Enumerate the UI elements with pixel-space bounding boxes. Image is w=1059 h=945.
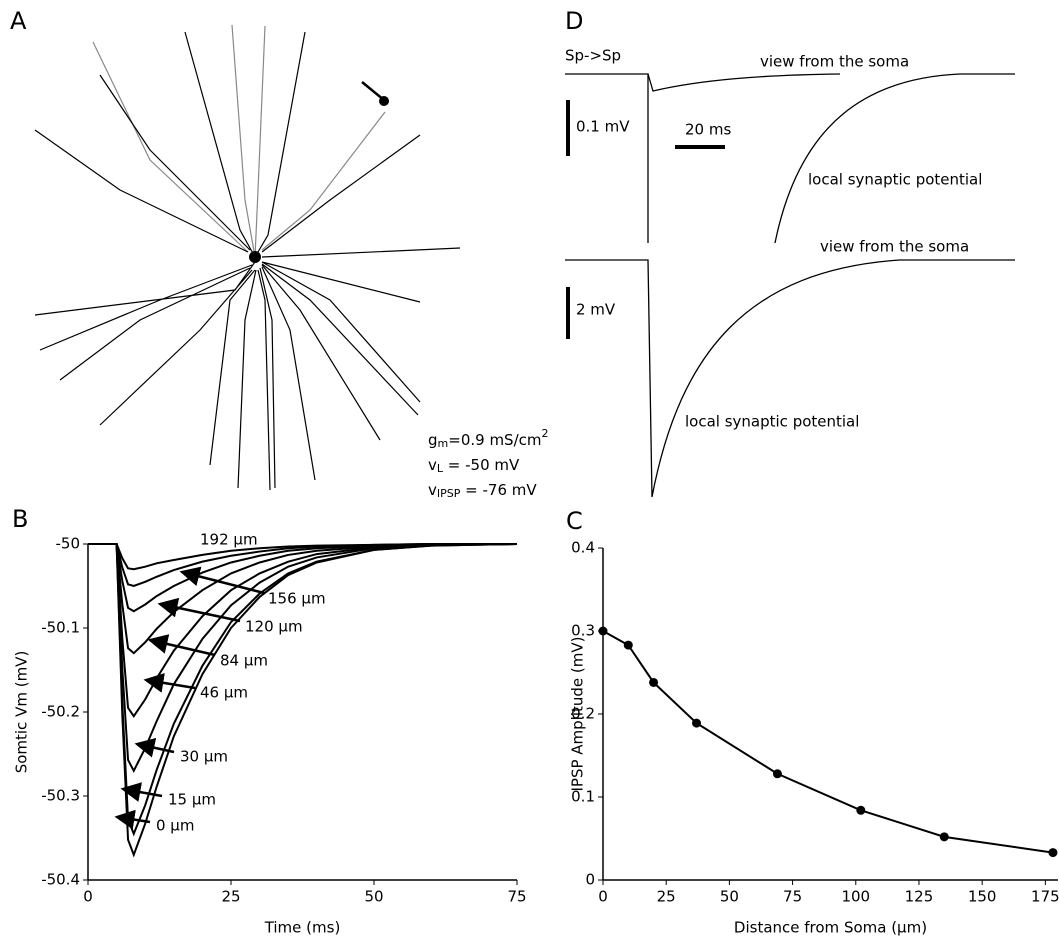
x-tick-label: 150 bbox=[968, 888, 997, 906]
scale-label: 20 ms bbox=[685, 121, 731, 139]
panel-label: D bbox=[565, 7, 583, 35]
trace-label: local synaptic potential bbox=[808, 171, 982, 189]
data-point bbox=[649, 677, 659, 687]
series-label: 120 µm bbox=[245, 618, 303, 636]
neuron-morphology bbox=[34, 24, 461, 491]
y-tick-label: 0 bbox=[585, 871, 595, 889]
x-axis-label: Distance from Soma (µm) bbox=[734, 919, 927, 937]
subscript: m bbox=[438, 437, 449, 450]
superscript: 2 bbox=[542, 427, 549, 440]
data-line bbox=[88, 543, 517, 571]
x-tick-label: 50 bbox=[720, 888, 739, 906]
x-tick-label: 25 bbox=[221, 888, 240, 906]
x-tick-label: 0 bbox=[83, 888, 93, 906]
x-tick-label: 100 bbox=[841, 888, 870, 906]
data-line bbox=[88, 543, 518, 718]
value: = -76 mV bbox=[460, 481, 537, 499]
y-tick-label: -50 bbox=[56, 535, 81, 553]
trace-label: local synaptic potential bbox=[685, 413, 859, 431]
data-point bbox=[598, 626, 608, 636]
value: =0.9 mS/cm bbox=[448, 431, 541, 449]
x-tick-label: 75 bbox=[783, 888, 802, 906]
x-tick-label: 125 bbox=[905, 888, 934, 906]
data-line bbox=[88, 543, 518, 773]
y-tick-label: -50.3 bbox=[41, 787, 80, 805]
annotation-arrow bbox=[147, 634, 216, 657]
data-line bbox=[88, 543, 518, 837]
y-axis-label: Somtic Vm (mV) bbox=[13, 651, 31, 774]
traces bbox=[565, 73, 1015, 498]
data-point bbox=[939, 832, 949, 842]
data-point bbox=[772, 769, 782, 779]
annotation-arrow bbox=[114, 809, 151, 830]
data-point bbox=[692, 718, 702, 728]
parameter: vL = -50 mV bbox=[428, 456, 520, 476]
panel-label: C bbox=[566, 507, 583, 535]
data-line bbox=[602, 630, 1054, 854]
symbol: g bbox=[428, 431, 438, 449]
series-label: 156 µm bbox=[268, 590, 326, 608]
annotation-arrow bbox=[134, 737, 175, 758]
x-tick-label: 175 bbox=[1031, 888, 1059, 906]
data-point bbox=[1048, 848, 1058, 858]
y-tick-label: 0.2 bbox=[571, 705, 595, 723]
y-tick-label: 0.3 bbox=[571, 622, 595, 640]
annotation-arrow bbox=[179, 566, 265, 595]
series-label: 0 µm bbox=[156, 817, 194, 835]
value: = -50 mV bbox=[443, 456, 520, 474]
series-label: 46 µm bbox=[200, 684, 248, 702]
series-label: 192 µm bbox=[200, 531, 258, 549]
y-axis-label: IPSP Amplitude (mV) bbox=[569, 636, 587, 791]
scale-label: 2 mV bbox=[576, 301, 616, 319]
x-tick-label: 25 bbox=[657, 888, 676, 906]
x-axis-label: Time (ms) bbox=[264, 919, 341, 937]
y-tick-label: 0.4 bbox=[571, 539, 595, 557]
parameter: gm=0.9 mS/cm2 bbox=[428, 427, 549, 450]
symbol: v bbox=[428, 481, 437, 499]
y-tick-label: 0.1 bbox=[571, 788, 595, 806]
series-label: 30 µm bbox=[180, 748, 228, 766]
subscript: L bbox=[437, 462, 444, 475]
panel-title: Sp->Sp bbox=[565, 47, 621, 65]
panel-label: A bbox=[10, 7, 27, 35]
data-point bbox=[623, 640, 633, 650]
data-line bbox=[88, 543, 518, 655]
trace-label: view from the soma bbox=[760, 53, 909, 71]
annotation-arrow bbox=[157, 597, 241, 623]
data-point bbox=[856, 805, 866, 815]
annotation-arrow bbox=[143, 672, 196, 693]
x-tick-label: 75 bbox=[507, 888, 526, 906]
y-tick-label: -50.2 bbox=[41, 703, 80, 721]
scale-label: 0.1 mV bbox=[576, 118, 630, 136]
symbol: v bbox=[428, 456, 437, 474]
series-label: 84 µm bbox=[220, 652, 268, 670]
x-tick-label: 50 bbox=[364, 888, 383, 906]
parameter: vIPSP = -76 mV bbox=[428, 481, 537, 501]
panel-label: B bbox=[12, 505, 28, 533]
subscript: IPSP bbox=[437, 487, 461, 500]
x-tick-label: 0 bbox=[598, 888, 608, 906]
series-label: 15 µm bbox=[168, 791, 216, 809]
y-tick-label: -50.4 bbox=[41, 871, 80, 889]
annotation-arrow bbox=[120, 782, 163, 802]
trace-label: view from the soma bbox=[820, 238, 969, 256]
y-tick-label: -50.1 bbox=[41, 619, 80, 637]
